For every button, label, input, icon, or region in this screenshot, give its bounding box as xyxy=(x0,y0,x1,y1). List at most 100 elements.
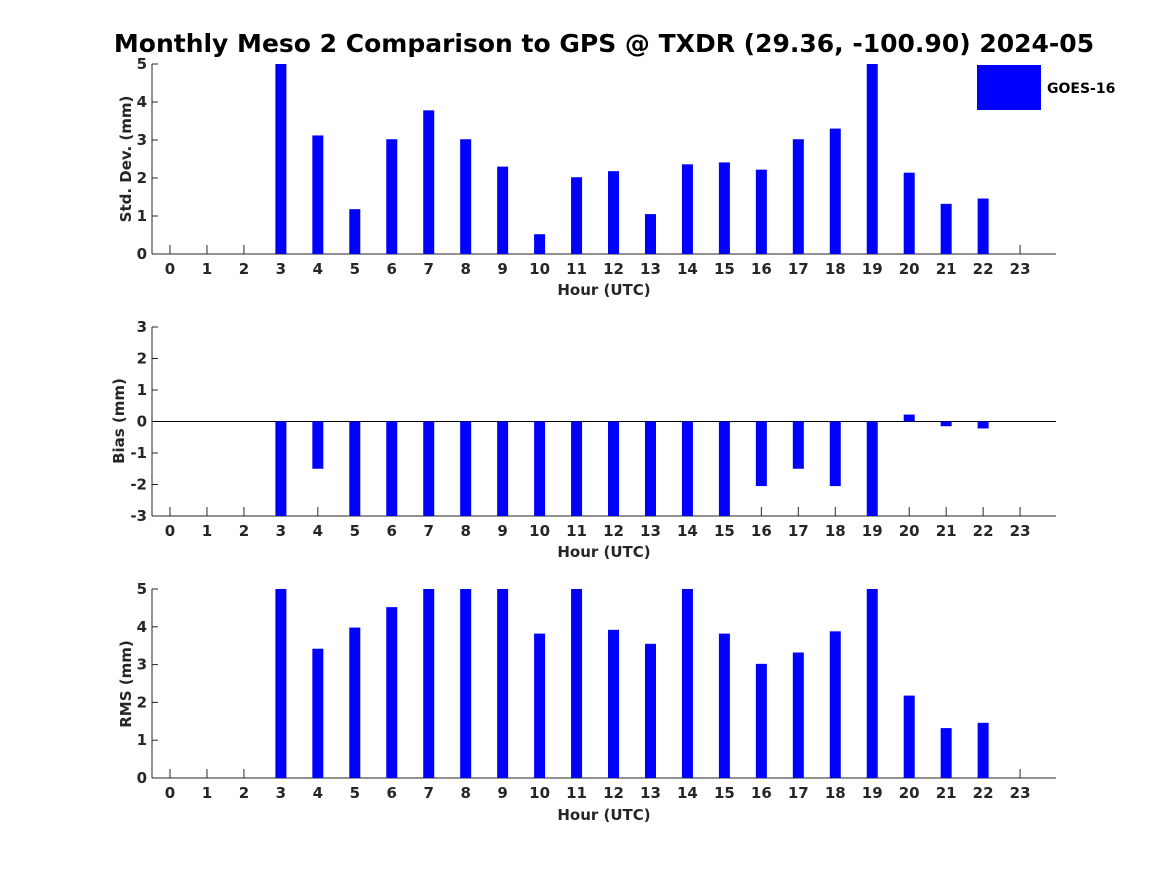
bias-xtick-label: 2 xyxy=(239,522,249,540)
std-dev-bar-6 xyxy=(386,139,398,254)
std-dev-xtick-label: 22 xyxy=(973,260,994,278)
rms-xtick-label: 9 xyxy=(497,784,507,802)
std-dev-bar-20 xyxy=(903,172,915,254)
std-dev-xtick-label: 6 xyxy=(387,260,397,278)
rms-bar-5 xyxy=(349,627,361,778)
bias-bar-20 xyxy=(903,414,915,422)
rms-xtick-label: 6 xyxy=(387,784,397,802)
std-dev-ytick-label: 4 xyxy=(137,93,147,111)
std-dev-xtick-label: 17 xyxy=(788,260,809,278)
std-dev-bar-12 xyxy=(608,171,620,254)
rms-bar-3 xyxy=(275,589,287,778)
std-dev-bar-5 xyxy=(349,209,361,254)
std-dev-bar-11 xyxy=(571,177,583,254)
rms-bar-4 xyxy=(312,648,324,778)
std-dev-ytick-label: 2 xyxy=(137,169,147,187)
rms-xtick-label: 20 xyxy=(899,784,920,802)
bias-xtick-label: 0 xyxy=(165,522,175,540)
std-dev-ytick-label: 0 xyxy=(137,245,147,263)
rms-xtick-label: 16 xyxy=(751,784,772,802)
rms-xtick-label: 0 xyxy=(165,784,175,802)
std-dev-bar-21 xyxy=(940,203,952,254)
rms-xtick-label: 13 xyxy=(640,784,661,802)
std-dev-ytick-label: 1 xyxy=(137,207,147,225)
bias-bar-19 xyxy=(866,421,878,516)
ylabel-bias: Bias (mm) xyxy=(110,378,128,464)
ylabel-rms: RMS (mm) xyxy=(117,640,135,727)
bias-bar-9 xyxy=(497,421,509,516)
rms-xtick-label: 4 xyxy=(313,784,323,802)
rms-bar-8 xyxy=(460,589,472,778)
ylabel-std-dev: Std. Dev. (mm) xyxy=(117,96,135,223)
rms-xtick-label: 14 xyxy=(677,784,698,802)
bias-ytick-label: -3 xyxy=(130,507,147,525)
std-dev-bar-10 xyxy=(534,234,546,254)
rms-ytick-label: 5 xyxy=(137,580,147,598)
rms-bar-14 xyxy=(681,589,693,778)
bias-xtick-label: 21 xyxy=(936,522,957,540)
bias-xtick-label: 3 xyxy=(276,522,286,540)
bias-xtick-label: 1 xyxy=(202,522,212,540)
rms-bar-9 xyxy=(497,589,509,778)
bias-bar-7 xyxy=(423,421,435,516)
rms-bar-20 xyxy=(903,695,915,778)
rms-xtick-label: 15 xyxy=(714,784,735,802)
bias-bar-6 xyxy=(386,421,398,516)
std-dev-xtick-label: 12 xyxy=(603,260,624,278)
std-dev-bar-8 xyxy=(460,139,472,254)
bias-xtick-label: 6 xyxy=(387,522,397,540)
bias-xtick-label: 17 xyxy=(788,522,809,540)
bias-xtick-label: 9 xyxy=(497,522,507,540)
bias-xtick-label: 5 xyxy=(350,522,360,540)
rms-xtick-label: 3 xyxy=(276,784,286,802)
std-dev-bar-14 xyxy=(681,164,693,254)
bias-bar-17 xyxy=(792,421,804,469)
bias-bar-14 xyxy=(681,421,693,516)
legend-label: GOES-16 xyxy=(1047,81,1115,97)
std-dev-bar-4 xyxy=(312,135,324,254)
bias-xtick-label: 4 xyxy=(313,522,323,540)
std-dev-xtick-label: 7 xyxy=(424,260,434,278)
rms-xtick-label: 22 xyxy=(973,784,994,802)
bias-xtick-label: 15 xyxy=(714,522,735,540)
std-dev-xtick-label: 18 xyxy=(825,260,846,278)
std-dev-bar-15 xyxy=(718,162,730,254)
legend-swatch xyxy=(977,65,1041,110)
bias-bar-8 xyxy=(460,421,472,516)
bias-xtick-label: 19 xyxy=(862,522,883,540)
rms-ytick-label: 4 xyxy=(137,618,147,636)
bias-bar-18 xyxy=(829,421,841,487)
bias-xtick-label: 14 xyxy=(677,522,698,540)
std-dev-xtick-label: 14 xyxy=(677,260,698,278)
bias-xtick-label: 8 xyxy=(460,522,470,540)
rms-bar-22 xyxy=(977,722,989,778)
rms-xtick-label: 21 xyxy=(936,784,957,802)
std-dev-bar-9 xyxy=(497,166,509,254)
rms-bar-16 xyxy=(755,663,767,778)
rms-bar-15 xyxy=(718,633,730,778)
rms-xtick-label: 7 xyxy=(424,784,434,802)
rms-bar-10 xyxy=(534,633,546,778)
std-dev-xtick-label: 3 xyxy=(276,260,286,278)
xlabel-rms: Hour (UTC) xyxy=(557,806,650,824)
rms-xtick-label: 18 xyxy=(825,784,846,802)
std-dev-bar-7 xyxy=(423,110,435,254)
std-dev-bar-19 xyxy=(866,64,878,254)
std-dev-xtick-label: 10 xyxy=(529,260,550,278)
std-dev-xtick-label: 23 xyxy=(1010,260,1031,278)
std-dev-xtick-label: 13 xyxy=(640,260,661,278)
rms-xtick-label: 2 xyxy=(239,784,249,802)
rms-bar-18 xyxy=(829,631,841,778)
bias-bar-15 xyxy=(718,421,730,516)
bias-ytick-label: 2 xyxy=(137,350,147,368)
legend: GOES-16 xyxy=(977,65,1115,110)
std-dev-xtick-label: 2 xyxy=(239,260,249,278)
std-dev-xtick-label: 9 xyxy=(497,260,507,278)
rms-xtick-label: 12 xyxy=(603,784,624,802)
bias-bar-21 xyxy=(940,421,952,427)
std-dev-xtick-label: 8 xyxy=(460,260,470,278)
std-dev-xtick-label: 16 xyxy=(751,260,772,278)
